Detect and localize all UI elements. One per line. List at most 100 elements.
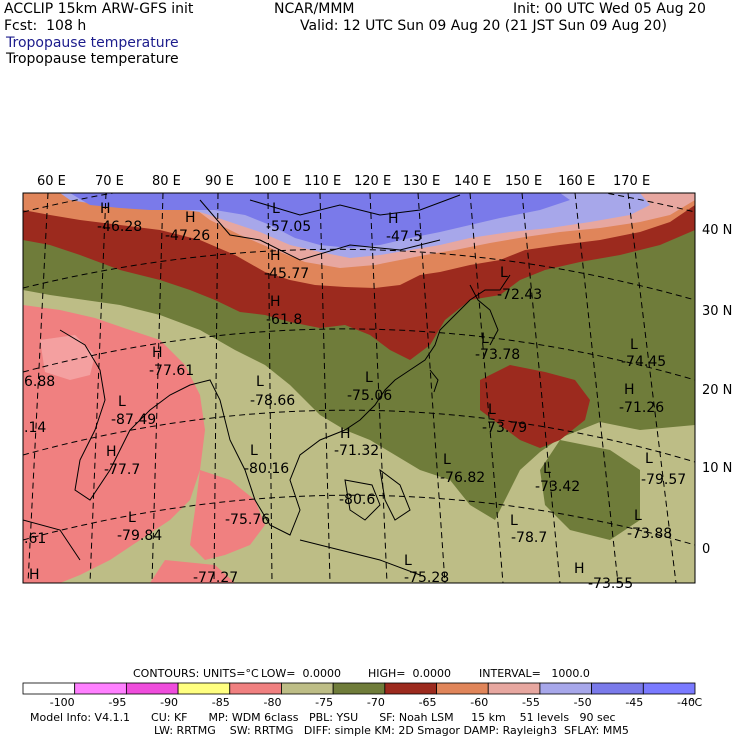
- center-value: -77.61: [149, 363, 194, 379]
- high-marker: H: [340, 426, 351, 442]
- high-marker: H: [152, 345, 163, 361]
- contours-units: UNITS=°C: [203, 667, 259, 680]
- colorbar-swatch: [125, 682, 179, 695]
- salmon-patches: [23, 305, 265, 583]
- low-marker: L: [118, 394, 126, 410]
- low-marker: L: [510, 513, 518, 529]
- center-value: -61.8: [266, 312, 302, 328]
- high-marker: H: [100, 201, 111, 217]
- contours-label: CONTOURS:: [133, 667, 200, 680]
- colorbar-tick-label: -80: [263, 696, 281, 709]
- low-marker: L: [500, 265, 508, 281]
- high-marker: H: [574, 561, 585, 577]
- center-value: -47.5: [386, 229, 422, 245]
- colorbar: -100 -95 -90 -85 -80 -75 -70 -65 -60 -55 -50 -45 -40…: [22, 682, 703, 709]
- physics-info: LW: RRTMG SW: RRTMG DIFF: simple KM: 2D …: [154, 724, 629, 737]
- lon-label: 120 E: [354, 174, 391, 189]
- model-title: ACCLIP 15km ARW-GFS init: [4, 1, 194, 17]
- colorbar-swatch: [591, 682, 644, 695]
- colorbar-tick-label: -75: [315, 696, 333, 709]
- center-value: -72.43: [497, 287, 542, 303]
- colorbar-swatch: [487, 682, 541, 695]
- contours-high: HIGH= 0.0000: [368, 667, 452, 680]
- colorbar-tick-label: -40: [677, 696, 695, 709]
- colorbar-swatch: [177, 682, 231, 695]
- center-value: -77.7: [104, 462, 140, 478]
- low-marker: L: [250, 443, 258, 459]
- high-marker: H: [29, 567, 40, 583]
- band-red-east: [480, 365, 590, 448]
- lat-label: 30 N: [702, 304, 732, 319]
- center-value: -78.7: [511, 530, 547, 546]
- model-info: Model Info: V4.1.1 CU: KF MP: WDM 6class…: [30, 711, 616, 724]
- latitude-labels: 40 N 30 N 20 N 10 N 0: [702, 223, 732, 557]
- center-value: -80.16: [244, 461, 289, 477]
- pressure-centers: H -46.28 H -47.26 L -57.05 H -47.5 H -45…: [24, 201, 686, 592]
- center-value: 6.88: [24, 374, 55, 390]
- lon-label: 140 E: [454, 174, 491, 189]
- graticule: [23, 193, 695, 583]
- map-frame: [22, 192, 696, 584]
- lat-label: 0: [702, 542, 710, 557]
- center-value: -76.82: [440, 470, 485, 486]
- center-value: -71.26: [619, 400, 664, 416]
- center-label: NCAR/MMM: [274, 1, 355, 17]
- lon-label: 160 E: [558, 174, 595, 189]
- low-marker: L: [443, 452, 451, 468]
- low-marker: L: [365, 370, 373, 386]
- colorbar-swatch: [332, 682, 386, 695]
- colorbar-swatch: [74, 682, 127, 695]
- colorbar-swatch: [229, 682, 282, 695]
- colorbar-swatch: [539, 682, 593, 695]
- center-value: -73.55: [588, 576, 633, 592]
- low-marker: L: [630, 337, 638, 353]
- high-marker: H: [388, 211, 399, 227]
- lat-label: 40 N: [702, 223, 732, 238]
- center-value: -73.88: [627, 526, 672, 542]
- center-value: -78.66: [250, 393, 295, 409]
- high-marker: H: [624, 382, 635, 398]
- center-value: -79.57: [641, 472, 686, 488]
- low-marker: L: [272, 201, 280, 217]
- colorbar-swatch: [384, 682, 437, 695]
- high-marker: H: [270, 294, 281, 310]
- valid-time: Valid: 12 UTC Sun 09 Aug 20 (21 JST Sun …: [300, 18, 667, 34]
- lon-label: 90 E: [205, 174, 234, 189]
- lon-label: 130 E: [403, 174, 440, 189]
- colorbar-tick-label: -85: [212, 696, 230, 709]
- longitude-labels: 60 E 70 E 80 E 90 E 100 E 110 E 120 E 13…: [37, 174, 650, 189]
- center-value: .61: [24, 531, 46, 547]
- low-marker: L: [543, 461, 551, 477]
- center-value: -80.6: [339, 492, 375, 508]
- center-value: -79.84: [117, 528, 162, 544]
- init-time: Init: 00 UTC Wed 05 Aug 20: [513, 1, 706, 17]
- band-dark-olive-east: [540, 440, 640, 540]
- field-title-blue: Tropopause temperature: [6, 35, 179, 51]
- lon-label: 100 E: [254, 174, 291, 189]
- center-value: -57.05: [266, 219, 311, 235]
- high-marker: H: [185, 210, 196, 226]
- center-value: -75.06: [347, 388, 392, 404]
- colorbar-unit: °C: [689, 696, 703, 709]
- high-marker: H: [270, 248, 281, 264]
- colorbar-swatch: [436, 682, 489, 695]
- low-marker: L: [645, 451, 653, 467]
- high-marker: H: [106, 444, 117, 460]
- colorbar-tick-label: -45: [625, 696, 643, 709]
- lat-label: 20 N: [702, 383, 732, 398]
- lon-label: 170 E: [613, 174, 650, 189]
- low-marker: L: [256, 374, 264, 390]
- center-value: -46.28: [97, 219, 142, 235]
- center-value: -73.78: [475, 347, 520, 363]
- center-value: .14: [24, 420, 46, 436]
- lon-label: 150 E: [505, 174, 542, 189]
- field-title-black: Tropopause temperature: [6, 51, 179, 67]
- contours-low: LOW= 0.0000: [261, 667, 341, 680]
- colorbar-swatch: [22, 682, 76, 695]
- low-marker: L: [128, 510, 136, 526]
- forecast-hour: Fcst: 108 h: [4, 18, 87, 34]
- center-value: -73.42: [535, 479, 580, 495]
- lon-label: 60 E: [37, 174, 66, 189]
- center-value: -75.28: [404, 570, 449, 586]
- band-blue: [70, 193, 570, 248]
